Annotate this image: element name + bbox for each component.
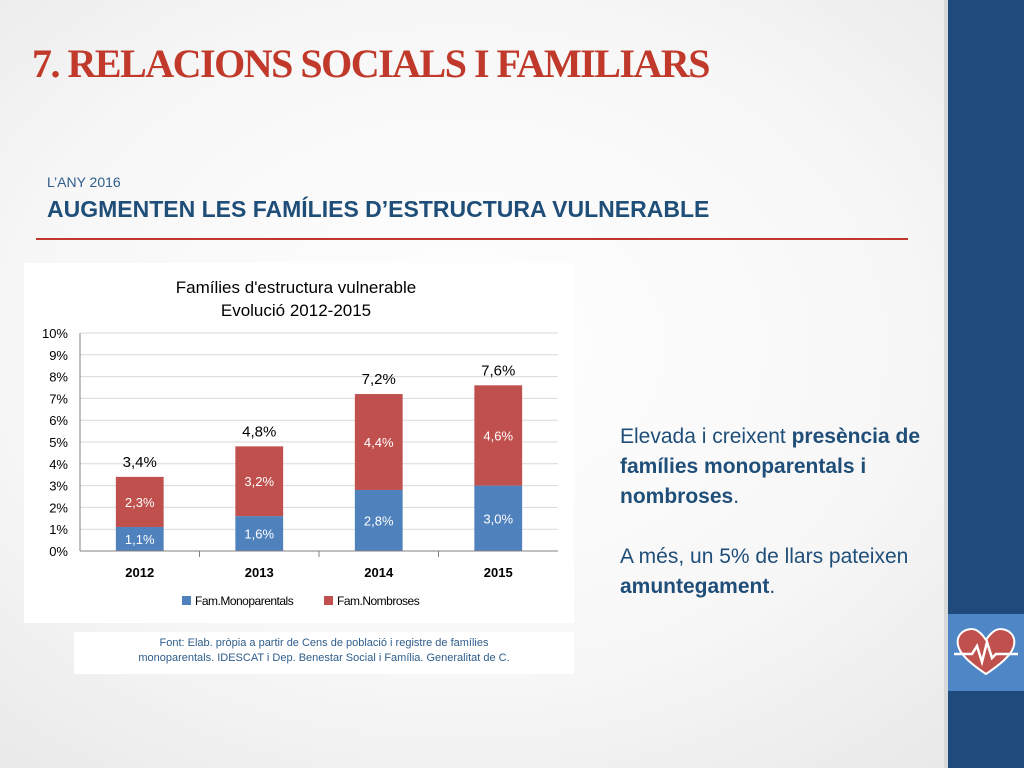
data-label: 4,4% [364, 435, 394, 450]
legend-swatch [182, 596, 191, 605]
x-tick-label: 2015 [484, 565, 513, 580]
total-label: 7,2% [362, 371, 396, 388]
data-label: 2,8% [364, 513, 394, 528]
x-tick-label: 2014 [364, 565, 394, 580]
x-tick-label: 2013 [245, 565, 274, 580]
bar-monoparentals [115, 527, 164, 551]
slide-title: 7. RELACIONS SOCIALS I FAMILIARS [32, 41, 710, 86]
data-label: 3,0% [483, 511, 513, 526]
y-tick-label: 2% [49, 500, 68, 515]
body-paragraph-1: Elevada i creixent presència de famílies… [620, 422, 930, 512]
x-tick-label: 2012 [125, 565, 154, 580]
bar-monoparentals [474, 485, 523, 551]
source-line-2: monoparentals. IDESCAT i Dep. Benestar S… [138, 652, 510, 664]
body-p2-text: A més, un 5% de llars pateixen [620, 545, 909, 568]
bar-monoparentals [354, 489, 403, 551]
body-p2-bold: amuntegament [620, 575, 770, 598]
slide-subtitle: AUGMENTEN LES FAMÍLIES D’ESTRUCTURA VULN… [47, 196, 710, 222]
y-tick-label: 7% [49, 391, 68, 406]
total-label: 7,6% [481, 362, 515, 379]
sidebar-edge [944, 0, 948, 768]
bar-nombroses [354, 394, 403, 490]
y-tick-label: 3% [49, 479, 68, 494]
heart-pulse-icon [954, 628, 1018, 676]
source-line-1: Font: Elab. pròpia a partir de Cens de p… [159, 637, 489, 649]
legend-label: Fam.Monoparentals [195, 594, 294, 608]
body-p2-end: . [769, 575, 776, 598]
data-label: 4,6% [483, 428, 513, 443]
body-p1-text: Elevada i creixent [620, 425, 792, 448]
data-label: 1,1% [125, 532, 155, 547]
body-text: Elevada i creixent presència de famílies… [620, 422, 930, 602]
body-p1-bold: presència de famílies monoparentals i no… [620, 425, 920, 508]
total-label: 3,4% [123, 454, 157, 471]
data-label: 2,3% [125, 495, 155, 510]
legend-label: Fam.Nombroses [337, 594, 420, 608]
divider-line [36, 238, 908, 240]
total-label: 4,8% [242, 423, 276, 440]
y-tick-label: 9% [49, 348, 68, 363]
chart-subtitle: Evolució 2012-2015 [221, 301, 371, 320]
legend-swatch [324, 596, 333, 605]
y-tick-label: 8% [49, 370, 68, 385]
chart-panel: Famílies d'estructura vulnerable Evoluci… [24, 263, 574, 623]
bar-monoparentals [235, 516, 284, 551]
y-tick-label: 0% [49, 544, 68, 559]
chart-title: Famílies d'estructura vulnerable [176, 278, 416, 297]
stacked-bar-chart: Famílies d'estructura vulnerable Evoluci… [42, 278, 558, 608]
heart-icon-box [948, 614, 1024, 691]
kicker-year: L’ANY 2016 [47, 174, 121, 190]
y-tick-label: 1% [49, 522, 68, 537]
bar-nombroses [115, 476, 164, 528]
y-tick-label: 5% [49, 435, 68, 450]
body-paragraph-2: A més, un 5% de llars pateixen amuntegam… [620, 542, 930, 602]
y-tick-label: 4% [49, 457, 68, 472]
y-tick-label: 6% [49, 413, 68, 428]
source-note: Font: Elab. pròpia a partir de Cens de p… [74, 632, 574, 674]
data-label: 3,2% [244, 474, 274, 489]
body-p1-end: . [733, 485, 740, 508]
bar-nombroses [474, 385, 523, 486]
y-tick-label: 10% [42, 326, 68, 341]
data-label: 1,6% [244, 527, 274, 542]
bar-nombroses [235, 446, 284, 517]
